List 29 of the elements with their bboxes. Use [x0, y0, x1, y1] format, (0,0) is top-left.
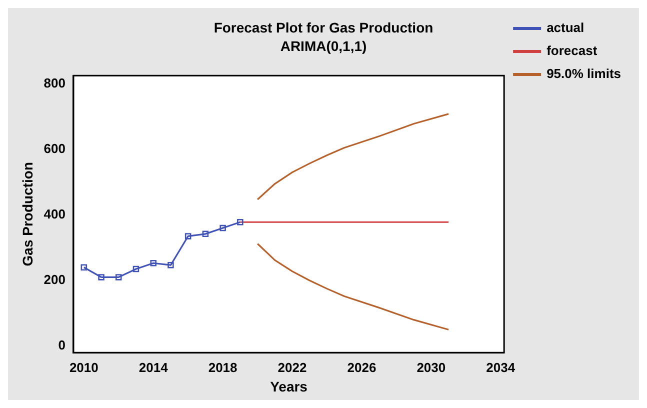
- y-tick-label: 400: [44, 206, 66, 222]
- x-tick-label: 2018: [208, 360, 238, 375]
- legend-label: 95.0% limits: [546, 66, 622, 82]
- point: [116, 274, 122, 280]
- y-tick-label: 600: [44, 140, 66, 156]
- chart-title: Forecast Plot for Gas Production: [214, 19, 434, 36]
- point: [220, 224, 226, 232]
- x-axis-title: Years: [270, 378, 308, 394]
- legend-label: forecast: [546, 43, 598, 58]
- legend-label: actual: [546, 20, 584, 36]
- point: [202, 230, 209, 238]
- x-tick-label: 2026: [347, 360, 376, 375]
- x-tick-label: 2014: [138, 360, 169, 375]
- chart-subtitle: ARIMA(0,1,1): [280, 38, 367, 54]
- point: [150, 260, 156, 266]
- point: [168, 262, 174, 268]
- y-tick-label: 200: [44, 272, 66, 288]
- x-tick-label: 2010: [69, 360, 98, 375]
- point: [132, 266, 140, 272]
- x-tick-label: 2022: [278, 360, 307, 375]
- point: [80, 264, 88, 270]
- point: [98, 274, 104, 280]
- y-tick-label: 800: [44, 75, 66, 90]
- y-axis-title: Gas Production: [19, 162, 36, 266]
- point: [184, 233, 192, 240]
- x-tick-label: 2034: [486, 360, 516, 375]
- x-tick-label: 2030: [416, 360, 446, 375]
- point: [237, 219, 244, 226]
- y-tick-label: 0: [58, 338, 66, 353]
